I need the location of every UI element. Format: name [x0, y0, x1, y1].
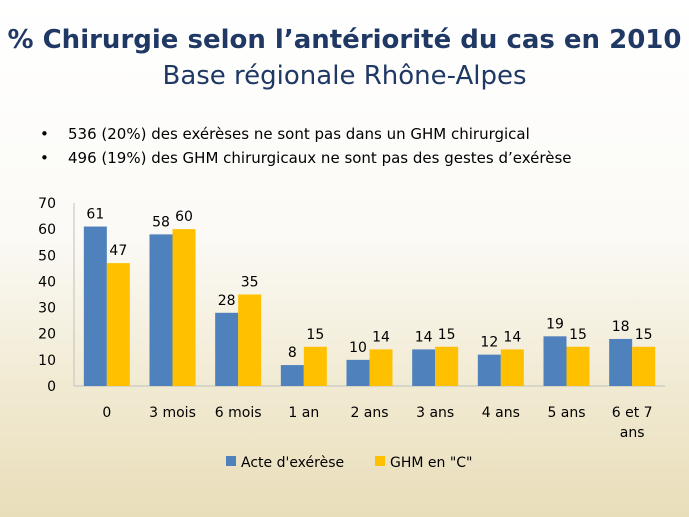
y-tick-label: 30	[38, 301, 56, 317]
bar-acte-exerese	[83, 226, 107, 386]
x-tick-label: 4 ans	[482, 405, 520, 421]
data-label: 15	[569, 327, 587, 343]
page-subtitle: Base régionale Rhône-Alpes	[162, 61, 527, 91]
bar-acte-exerese	[609, 338, 633, 386]
legend-label-ghm-c: GHM en "C"	[390, 455, 473, 471]
data-label: 47	[109, 243, 127, 259]
y-tick-label: 40	[38, 274, 56, 290]
data-label: 61	[86, 207, 104, 223]
bar-acte-exerese	[280, 365, 304, 386]
x-tick-label: 6 et 7	[612, 405, 653, 421]
bar-ghm-c	[632, 346, 656, 386]
bar-ghm-c	[303, 346, 327, 386]
bar-acte-exerese	[149, 234, 173, 386]
data-label: 12	[480, 335, 498, 351]
y-tick-label: 0	[47, 379, 56, 395]
bar-ghm-c	[106, 263, 130, 386]
bullet-dot-icon: •	[40, 149, 49, 167]
y-tick-label: 10	[38, 353, 56, 369]
bar-acte-exerese	[412, 349, 436, 386]
bullet-list: • 536 (20%) des exérèses ne sont pas dans…	[40, 122, 680, 170]
bullet-item: • 536 (20%) des exérèses ne sont pas dans…	[40, 122, 680, 146]
x-tick-label: ans	[620, 425, 645, 441]
bar-ghm-c	[172, 229, 196, 386]
bar-acte-exerese	[346, 359, 370, 386]
x-tick-label: 5 ans	[547, 405, 585, 421]
bar-ghm-c	[435, 346, 459, 386]
y-tick-label: 50	[38, 248, 56, 264]
data-label: 15	[635, 327, 653, 343]
legend-label-acte-exerese: Acte d'exérèse	[241, 455, 344, 471]
bar-acte-exerese	[215, 312, 239, 386]
bar-acte-exerese	[477, 354, 501, 386]
x-tick-label: 2 ans	[350, 405, 388, 421]
x-tick-label: 0	[102, 405, 111, 421]
data-label: 8	[288, 345, 297, 361]
bar-acte-exerese	[543, 336, 567, 386]
data-label: 19	[546, 316, 564, 332]
data-label: 18	[612, 319, 630, 335]
y-tick-label: 70	[38, 196, 56, 212]
bullet-item: • 496 (19%) des GHM chirurgicaux ne sont …	[40, 146, 680, 170]
data-label: 14	[503, 329, 521, 345]
data-label: 14	[372, 329, 390, 345]
bar-ghm-c	[500, 349, 524, 386]
legend-swatch-acte-exerese	[226, 456, 236, 466]
x-tick-label: 1 an	[288, 405, 319, 421]
page-title: % Chirurgie selon l’antériorité du cas e…	[7, 25, 682, 55]
data-label: 14	[415, 329, 433, 345]
data-label: 35	[241, 275, 259, 291]
bullet-text: 536 (20%) des exérèses ne sont pas dans …	[68, 125, 530, 143]
data-label: 10	[349, 340, 367, 356]
data-label: 60	[175, 209, 193, 225]
y-tick-label: 20	[38, 327, 56, 343]
x-tick-label: 3 ans	[416, 405, 454, 421]
bullet-text: 496 (19%) des GHM chirurgicaux ne sont p…	[68, 149, 572, 167]
bar-ghm-c	[566, 346, 590, 386]
legend-swatch-ghm-c	[375, 456, 385, 466]
y-tick-label: 60	[38, 222, 56, 238]
bar-ghm-c	[369, 349, 393, 386]
bullet-dot-icon: •	[40, 125, 49, 143]
data-label: 15	[438, 327, 456, 343]
x-tick-label: 3 mois	[149, 405, 196, 421]
data-label: 28	[218, 293, 236, 309]
data-label: 15	[306, 327, 324, 343]
x-tick-label: 6 mois	[215, 405, 262, 421]
data-label: 58	[152, 214, 170, 230]
bar-ghm-c	[238, 294, 262, 386]
